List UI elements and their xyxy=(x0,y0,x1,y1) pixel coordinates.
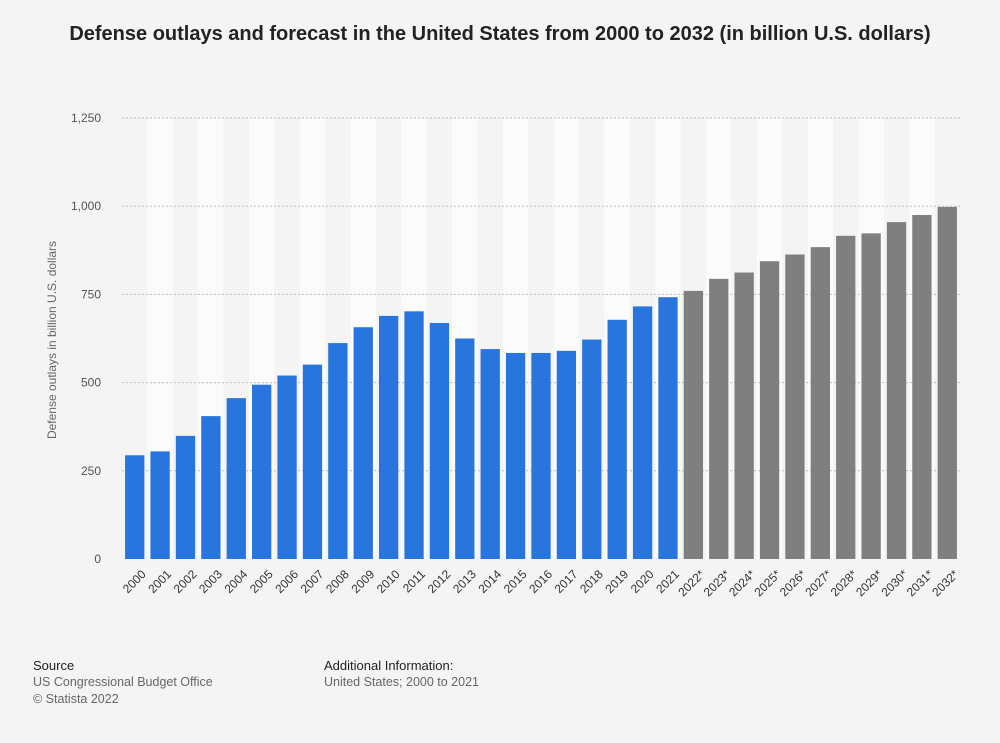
additional-info-heading: Additional Information: xyxy=(324,658,454,673)
bar xyxy=(201,416,221,559)
x-tick-label: 2013 xyxy=(450,567,479,596)
copyright-line: © Statista 2022 xyxy=(33,692,119,706)
x-tick-label: 2029* xyxy=(853,567,885,599)
x-tick-label: 2012 xyxy=(425,567,454,596)
bar xyxy=(810,247,830,559)
additional-info-block: Additional Information: United States; 2… xyxy=(324,657,479,691)
bar xyxy=(175,435,196,559)
x-tick-label: 2001 xyxy=(145,567,174,596)
y-axis-label: Defense outlays in billion U.S. dollars xyxy=(45,241,59,439)
y-tick-label: 1,250 xyxy=(71,111,101,125)
y-tick-label: 500 xyxy=(81,376,101,390)
bar xyxy=(785,254,805,559)
bar xyxy=(632,306,653,559)
x-tick-label: 2005 xyxy=(247,567,276,596)
y-axis-ticks: 0 250 500 750 1,000 1,250 xyxy=(71,111,101,566)
bar xyxy=(328,343,348,559)
bar xyxy=(404,311,424,559)
x-tick-label: 2020 xyxy=(628,567,657,596)
x-tick-label: 2011 xyxy=(400,567,428,595)
x-tick-label: 2032* xyxy=(929,567,961,599)
x-tick-label: 2016 xyxy=(526,567,555,596)
x-tick-label: 2025* xyxy=(752,567,784,599)
bar xyxy=(429,322,450,559)
bar xyxy=(734,272,754,559)
bar xyxy=(937,206,957,560)
x-axis-ticks: 2000200120022003200420052006200720082009… xyxy=(120,567,962,599)
bar xyxy=(150,451,170,559)
bar xyxy=(582,339,602,559)
bar xyxy=(226,398,246,559)
x-tick-label: 2006 xyxy=(272,567,301,596)
source-heading: Source xyxy=(33,658,75,673)
x-tick-label: 2007 xyxy=(298,567,327,596)
source-block: Source US Congressional Budget Office © … xyxy=(33,657,213,708)
x-tick-label: 2019 xyxy=(602,567,631,596)
x-tick-label: 2014 xyxy=(475,567,504,596)
bar xyxy=(658,297,678,559)
x-tick-label: 2000 xyxy=(120,567,149,596)
bar xyxy=(277,375,297,559)
bar xyxy=(125,455,145,559)
y-tick-label: 750 xyxy=(81,287,101,301)
x-tick-label: 2008 xyxy=(323,567,352,596)
bar xyxy=(302,364,323,559)
bar xyxy=(861,233,881,559)
bar xyxy=(556,350,577,559)
bar xyxy=(505,352,526,559)
bar xyxy=(836,235,856,559)
bar xyxy=(480,349,500,559)
x-tick-label: 2002 xyxy=(171,567,200,596)
bar xyxy=(353,327,373,559)
x-tick-label: 2026* xyxy=(777,567,809,599)
x-tick-label: 2027* xyxy=(802,567,834,599)
bar xyxy=(912,215,932,559)
source-line: US Congressional Budget Office xyxy=(33,675,213,689)
x-tick-label: 2030* xyxy=(878,567,910,599)
x-tick-label: 2024* xyxy=(726,567,758,599)
bar xyxy=(886,222,907,560)
x-tick-label: 2018 xyxy=(577,567,606,596)
x-tick-label: 2003 xyxy=(196,567,225,596)
bar xyxy=(607,319,627,559)
bar xyxy=(709,278,729,559)
x-tick-label: 2023* xyxy=(701,567,733,599)
additional-info-line: United States; 2000 to 2021 xyxy=(324,675,479,689)
bar xyxy=(683,290,704,559)
chart-title: Defense outlays and forecast in the Unit… xyxy=(69,23,931,45)
x-tick-label: 2010 xyxy=(374,567,403,596)
x-tick-label: 2022* xyxy=(675,567,707,599)
x-tick-label: 2028* xyxy=(828,567,860,599)
y-tick-label: 250 xyxy=(81,464,101,478)
x-tick-label: 2031* xyxy=(904,567,936,599)
bar xyxy=(252,384,272,559)
x-tick-label: 2009 xyxy=(349,567,378,596)
bar xyxy=(759,261,780,559)
bar xyxy=(531,352,551,559)
y-tick-label: 1,000 xyxy=(71,199,101,213)
bars xyxy=(125,206,957,560)
bar xyxy=(455,338,475,559)
x-tick-label: 2004 xyxy=(222,567,251,596)
x-tick-label: 2017 xyxy=(552,567,581,596)
bar xyxy=(378,315,399,559)
y-tick-label: 0 xyxy=(94,552,101,566)
x-tick-label: 2015 xyxy=(501,567,530,596)
